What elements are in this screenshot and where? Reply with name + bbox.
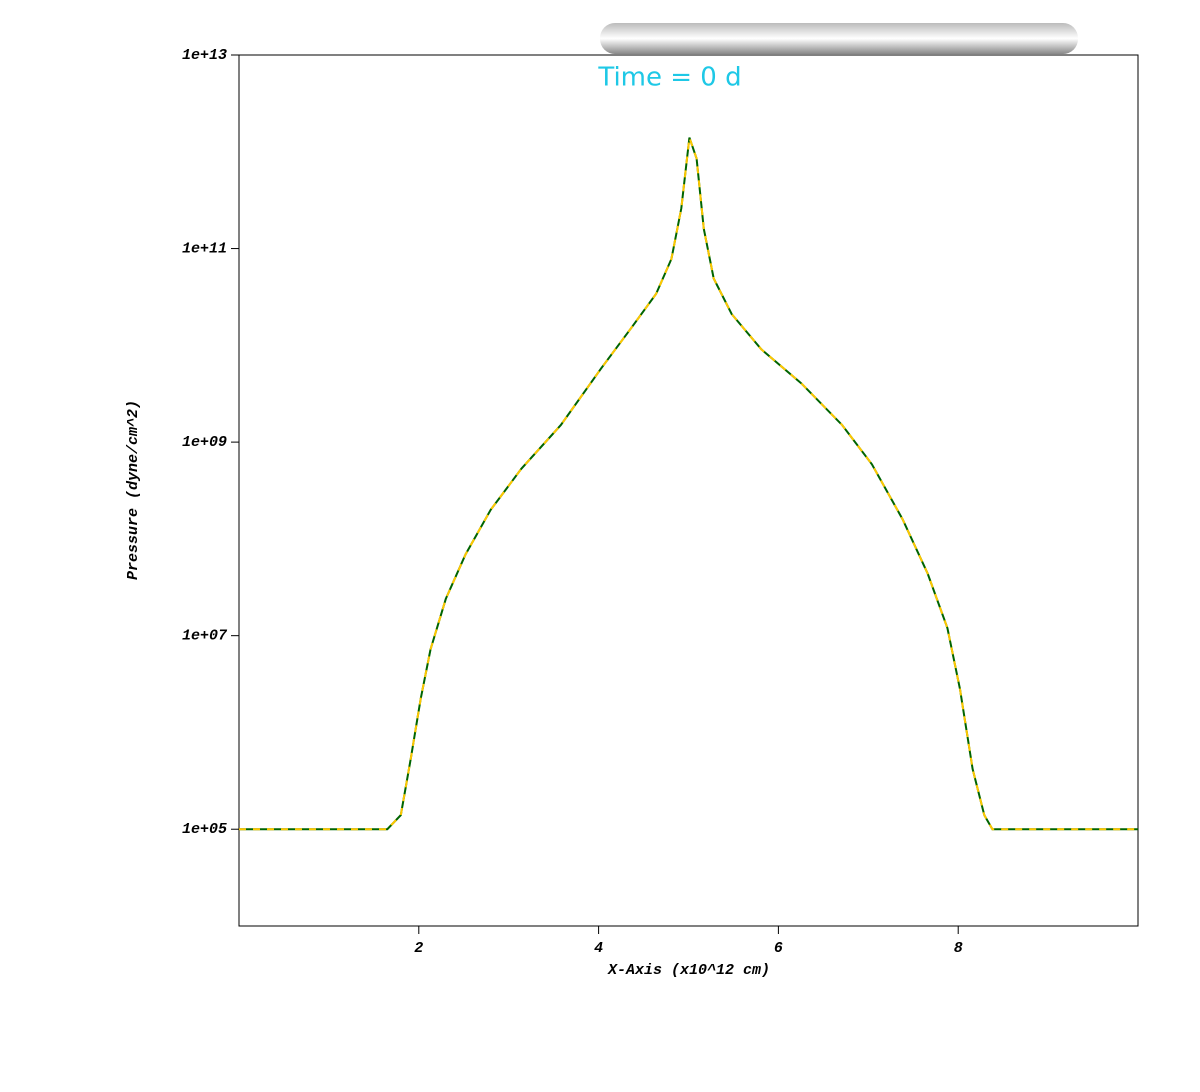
toolbar-bar xyxy=(600,23,1078,54)
series-line xyxy=(239,137,1138,831)
x-tick-label: 8 xyxy=(954,940,963,957)
y-tick-label: 1e+07 xyxy=(182,628,228,645)
annotation: Time = 0 d xyxy=(597,63,741,93)
x-tick-label: 6 xyxy=(774,940,783,957)
series-line xyxy=(239,137,1138,831)
x-tick-label: 2 xyxy=(414,940,423,957)
y-tick-label: 1e+09 xyxy=(182,434,227,451)
x-axis-label: X-Axis (x10^12 cm) xyxy=(607,962,770,979)
plot-frame xyxy=(238,54,1139,927)
x-tick-label: 4 xyxy=(594,940,603,957)
y-axis-label: Pressure (dyne/cm^2) xyxy=(125,400,142,580)
y-tick-label: 1e+11 xyxy=(182,241,227,258)
y-tick-label: 1e+05 xyxy=(182,821,227,838)
y-tick-label: 1e+13 xyxy=(182,47,227,64)
